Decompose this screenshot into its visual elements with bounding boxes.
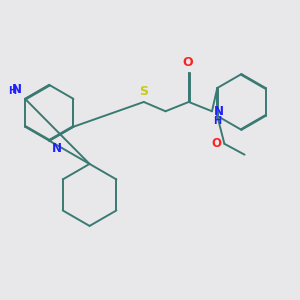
Text: H: H bbox=[8, 86, 16, 96]
Text: N: N bbox=[214, 105, 224, 118]
Text: N: N bbox=[52, 142, 62, 155]
Text: S: S bbox=[139, 85, 148, 98]
Text: O: O bbox=[211, 137, 221, 150]
Text: O: O bbox=[182, 56, 193, 69]
Text: N: N bbox=[11, 83, 21, 96]
Text: H: H bbox=[214, 116, 222, 126]
